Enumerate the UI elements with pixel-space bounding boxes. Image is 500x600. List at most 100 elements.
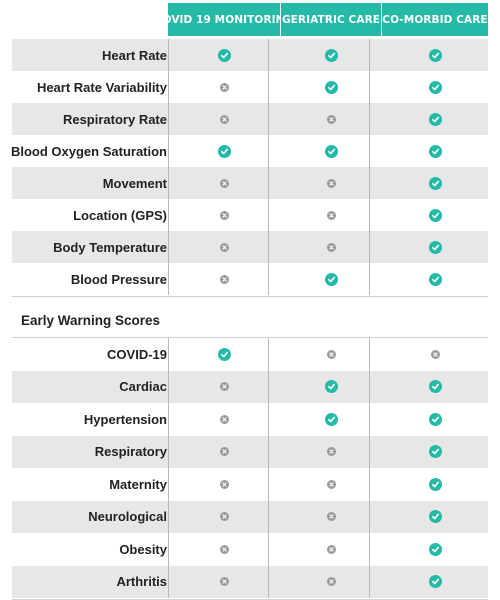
feature-cell — [281, 436, 381, 469]
feature-cell — [382, 533, 488, 566]
feature-cell — [168, 71, 280, 103]
row-label: Maternity — [109, 476, 167, 492]
row-label: Blood Pressure — [70, 271, 167, 287]
check-circle-icon — [217, 144, 231, 158]
check-circle-icon — [428, 48, 442, 62]
x-circle-icon — [326, 447, 336, 457]
feature-cell — [168, 468, 280, 501]
feature-cell — [281, 167, 381, 199]
x-circle-icon — [219, 210, 229, 220]
check-circle-icon — [428, 542, 442, 556]
row-label: Heart Rate — [101, 47, 167, 63]
table-row: Location (GPS) — [12, 199, 488, 231]
feature-cell — [168, 566, 280, 599]
feature-cell — [168, 39, 280, 71]
column-header-geriatric-care: Geriatric Care — [281, 3, 381, 36]
feature-cell — [382, 263, 488, 295]
x-circle-icon — [219, 274, 229, 284]
row-label: Movement — [102, 175, 167, 191]
feature-cell — [281, 566, 381, 599]
feature-cell — [168, 338, 280, 371]
check-circle-icon — [428, 575, 442, 589]
column-header-co-morbid-care: Co-Morbid Care — [382, 3, 488, 36]
feature-cell — [168, 231, 280, 263]
check-circle-icon — [324, 48, 338, 62]
check-circle-icon — [324, 272, 338, 286]
feature-cell — [168, 135, 280, 167]
table-row: Movement — [12, 167, 488, 199]
x-circle-icon — [430, 349, 440, 359]
x-circle-icon — [326, 178, 336, 188]
feature-cell — [168, 403, 280, 436]
feature-cell — [168, 167, 280, 199]
x-circle-icon — [219, 114, 229, 124]
x-circle-icon — [219, 414, 229, 424]
feature-cell — [168, 371, 280, 404]
table-row: Respiratory Rate — [12, 103, 488, 135]
feature-cell — [382, 403, 488, 436]
early-warning-scores-heading: Early Warning Scores — [21, 313, 161, 328]
row-label: Heart Rate Variability — [36, 79, 167, 95]
column-header-covid-19-monitoring: Covid 19 Monitoring — [155, 3, 293, 36]
feature-cell — [168, 436, 280, 469]
check-circle-icon — [428, 380, 442, 394]
feature-cell — [281, 403, 381, 436]
feature-cell — [168, 103, 280, 135]
feature-cell — [281, 103, 381, 135]
check-circle-icon — [428, 112, 442, 126]
x-circle-icon — [326, 242, 336, 252]
table-row: Heart Rate — [12, 39, 488, 71]
table-row: Heart Rate Variability — [12, 71, 488, 103]
feature-cell — [382, 103, 488, 135]
feature-cell — [281, 135, 381, 167]
table-row: Respiratory — [12, 435, 488, 469]
row-label: Obesity — [119, 541, 167, 557]
x-circle-icon — [219, 82, 229, 92]
feature-cell — [281, 371, 381, 404]
feature-cell — [382, 436, 488, 469]
check-circle-icon — [217, 48, 231, 62]
table-row: Body Temperature — [12, 231, 488, 263]
check-circle-icon — [324, 80, 338, 94]
feature-cell — [168, 263, 280, 295]
check-circle-icon — [428, 176, 442, 190]
feature-cell — [281, 533, 381, 566]
feature-cell — [281, 338, 381, 371]
early-warning-scores-table: COVID-19 Cardiac Hypertension Respiratory Ma… — [12, 337, 488, 600]
row-label: Location (GPS) — [73, 207, 167, 223]
column-divider — [168, 338, 169, 598]
check-circle-icon — [428, 240, 442, 254]
table-row: COVID-19 — [12, 338, 488, 371]
check-circle-icon — [217, 347, 231, 361]
check-circle-icon — [324, 412, 338, 426]
check-circle-icon — [428, 272, 442, 286]
x-circle-icon — [326, 512, 336, 522]
feature-cell — [281, 231, 381, 263]
feature-cell — [281, 468, 381, 501]
check-circle-icon — [428, 208, 442, 222]
feature-cell — [168, 501, 280, 534]
x-circle-icon — [219, 577, 229, 587]
check-circle-icon — [428, 144, 442, 158]
feature-cell — [382, 501, 488, 534]
row-label: Arthritis — [116, 574, 167, 590]
check-circle-icon — [428, 80, 442, 94]
check-circle-icon — [324, 144, 338, 158]
column-divider — [369, 39, 370, 295]
table-row: Blood Pressure — [12, 263, 488, 295]
row-label: Cardiac — [119, 379, 167, 395]
column-divider — [268, 338, 269, 598]
vital-signs-table: Heart Rate Heart Rate Variability Respirat… — [10, 39, 488, 297]
feature-cell — [382, 371, 488, 404]
row-label: Body Temperature — [53, 239, 167, 255]
feature-cell — [382, 338, 488, 371]
row-label: Respiratory Rate — [62, 111, 167, 127]
feature-cell — [382, 167, 488, 199]
x-circle-icon — [326, 210, 336, 220]
x-circle-icon — [326, 479, 336, 489]
check-circle-icon — [428, 412, 442, 426]
feature-cell — [382, 566, 488, 599]
x-circle-icon — [219, 178, 229, 188]
column-divider — [168, 39, 169, 295]
row-label: Blood Oxygen Saturation — [10, 143, 167, 159]
